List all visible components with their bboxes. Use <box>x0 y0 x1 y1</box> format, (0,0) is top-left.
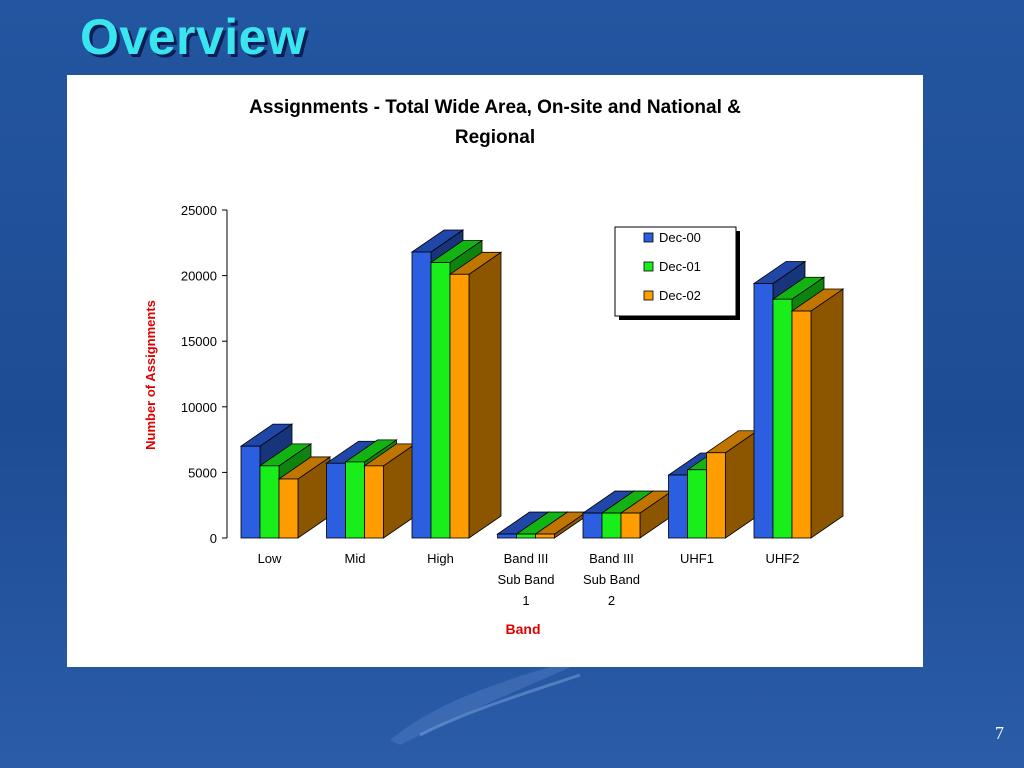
x-tick-label-line: High <box>427 551 454 566</box>
bar-front <box>516 533 536 539</box>
bar-front <box>668 474 688 539</box>
bar-front <box>345 461 365 539</box>
page-number: 7 <box>995 723 1004 743</box>
x-tick-label-line: Sub Band <box>497 572 554 587</box>
bar-front <box>411 251 432 539</box>
x-tick-label-line: 2 <box>608 593 615 608</box>
y-tick-label: 10000 <box>181 400 217 415</box>
bar-side <box>468 251 502 539</box>
bar-front <box>582 512 603 539</box>
x-tick-label-line: Mid <box>345 551 366 566</box>
bar-front <box>706 452 726 539</box>
legend: Dec-00 Dec-01 Dec-02 <box>614 226 740 320</box>
bar-front <box>259 465 280 539</box>
x-tick-label-line: Sub Band <box>583 572 640 587</box>
bar-front <box>430 262 451 539</box>
x-tick-label-line: Band III <box>504 551 549 566</box>
bar-front <box>753 283 774 539</box>
legend-label: Dec-02 <box>659 288 701 303</box>
chart-title-line1: Assignments - Total Wide Area, On-site a… <box>249 97 741 118</box>
bar-chart: Assignments - Total Wide Area, On-site a… <box>143 97 845 637</box>
bars-group <box>239 229 845 539</box>
bar-front <box>240 445 261 539</box>
x-tick-label: Low <box>258 551 282 566</box>
legend-swatch <box>643 232 654 243</box>
bar <box>448 251 503 539</box>
y-tick-label: 15000 <box>181 334 217 349</box>
y-tick-label: 0 <box>210 531 217 546</box>
legend-label: Dec-01 <box>659 259 701 274</box>
y-tick-label: 25000 <box>181 203 217 218</box>
y-axis: 0 5000 10000 15000 20000 25000 <box>181 203 228 546</box>
bar-front <box>278 478 299 539</box>
x-tick-label: High <box>427 551 454 566</box>
x-tick-label-line: Band III <box>589 551 634 566</box>
y-tick-label: 20000 <box>181 269 217 284</box>
bar-front <box>449 273 470 539</box>
chart-title-line2: Regional <box>455 127 535 148</box>
bar-front <box>326 462 346 539</box>
bar <box>619 490 674 539</box>
legend-box <box>614 226 737 317</box>
bar-front <box>791 310 812 539</box>
bar-front <box>772 298 793 539</box>
y-axis-title: Number of Assignments <box>143 300 158 450</box>
bar-front <box>535 533 555 539</box>
x-tick-label-line: UHF1 <box>680 551 714 566</box>
legend-label: Dec-00 <box>659 230 701 245</box>
x-tick-label: UHF2 <box>766 551 800 566</box>
x-tick-label: Band III Sub Band 2 <box>583 551 640 608</box>
x-axis-labels: Low Mid High Band III Sub Band 1 Band III Sub B… <box>258 551 800 608</box>
bar <box>790 288 845 539</box>
x-tick-label-line: 1 <box>522 593 529 608</box>
x-tick-label: UHF1 <box>680 551 714 566</box>
bar <box>534 511 588 539</box>
x-tick-label: Band III Sub Band 1 <box>497 551 554 608</box>
y-tick-label: 5000 <box>188 465 217 480</box>
x-tick-label: Mid <box>345 551 366 566</box>
legend-swatch <box>643 261 654 272</box>
bar <box>705 429 759 539</box>
legend-swatch <box>643 290 654 301</box>
x-tick-label-line: UHF2 <box>766 551 800 566</box>
bar-side <box>810 288 844 539</box>
bar-front <box>364 465 384 539</box>
bar <box>363 443 417 539</box>
slide-title: Overview <box>80 9 307 65</box>
decorative-swoosh <box>390 650 610 745</box>
bar <box>277 456 332 539</box>
bar-front <box>601 512 622 539</box>
chart-panel: Assignments - Total Wide Area, On-site a… <box>67 75 923 667</box>
x-axis-title: Band <box>506 621 541 637</box>
x-tick-label-line: Low <box>258 551 282 566</box>
bar-front <box>620 512 641 539</box>
bar-front <box>687 469 707 539</box>
bar-front <box>497 533 517 539</box>
